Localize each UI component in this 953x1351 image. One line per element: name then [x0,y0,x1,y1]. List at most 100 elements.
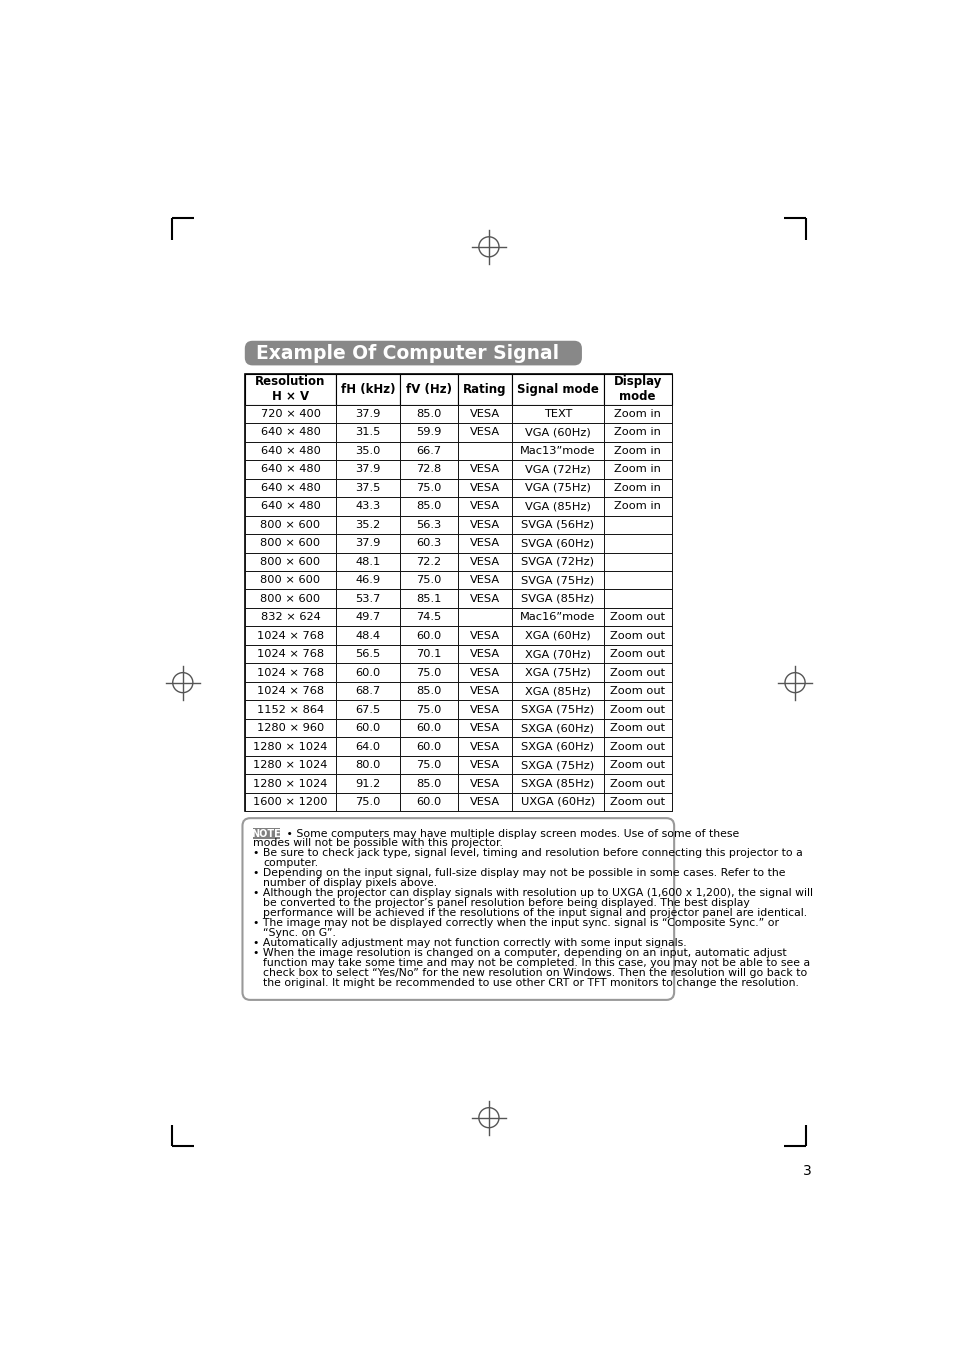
Text: 720 × 400: 720 × 400 [260,409,320,419]
Bar [335,700,399,719]
Bar [335,374,399,405]
Text: 48.1: 48.1 [355,557,380,567]
Text: 60.0: 60.0 [416,797,441,807]
Text: • When the image resolution is changed on a computer, depending on an input, aut: • When the image resolution is changed o… [253,948,785,958]
Bar [399,682,457,700]
Text: VESA: VESA [470,797,499,807]
Bar [399,774,457,793]
Bar [512,423,603,442]
Text: 75.0: 75.0 [355,797,380,807]
Bar [399,442,457,461]
Text: VGA (75Hz): VGA (75Hz) [524,482,590,493]
Bar [457,442,512,461]
Text: 640 × 480: 640 × 480 [260,482,320,493]
Bar [512,589,603,608]
Bar [457,405,512,423]
Bar [245,374,335,405]
Text: Zoom out: Zoom out [610,778,664,789]
Bar [512,608,603,627]
Text: Zoom out: Zoom out [610,761,664,770]
Text: TEXT: TEXT [543,409,572,419]
Text: XGA (60Hz): XGA (60Hz) [524,631,590,640]
Bar [245,700,335,719]
Text: VESA: VESA [470,465,499,474]
Bar [603,608,671,627]
Text: 72.8: 72.8 [416,465,441,474]
Text: check box to select “Yes/No” for the new resolution on Windows. Then the resolut: check box to select “Yes/No” for the new… [263,969,807,978]
Bar [603,461,671,478]
Bar [457,719,512,738]
Bar [603,738,671,755]
Bar [399,534,457,553]
Text: 800 × 600: 800 × 600 [260,593,320,604]
Bar [335,534,399,553]
Bar [457,682,512,700]
Bar [512,516,603,534]
Text: the original. It might be recommended to use other CRT or TFT monitors to change: the original. It might be recommended to… [263,978,799,989]
Text: VESA: VESA [470,593,499,604]
Bar [335,497,399,516]
Bar [457,644,512,663]
Text: 59.9: 59.9 [416,427,441,438]
FancyBboxPatch shape [245,340,581,365]
Text: XGA (75Hz): XGA (75Hz) [524,667,590,678]
Bar [335,478,399,497]
Text: • Depending on the input signal, full-size display may not be possible in some c: • Depending on the input signal, full-si… [253,869,784,878]
Text: • Be sure to check jack type, signal level, timing and resolution before connect: • Be sure to check jack type, signal lev… [253,848,801,858]
Bar [603,553,671,571]
Text: Display
mode: Display mode [613,376,661,403]
Bar [399,719,457,738]
Bar [399,423,457,442]
Text: 60.0: 60.0 [355,667,380,678]
Bar [399,571,457,589]
Text: Zoom out: Zoom out [610,648,664,659]
Text: 1024 × 768: 1024 × 768 [256,667,324,678]
Text: VESA: VESA [470,778,499,789]
Bar [512,663,603,682]
Text: Zoom in: Zoom in [614,465,660,474]
Bar [603,497,671,516]
Text: 85.0: 85.0 [416,409,441,419]
Text: number of display pixels above.: number of display pixels above. [263,878,437,888]
Bar [603,423,671,442]
Text: 64.0: 64.0 [355,742,380,751]
Bar [603,534,671,553]
Text: 1600 × 1200: 1600 × 1200 [253,797,328,807]
Text: Zoom in: Zoom in [614,482,660,493]
Text: 60.3: 60.3 [416,538,441,549]
Bar [245,774,335,793]
Text: • Although the projector can display signals with resolution up to UXGA (1,600 x: • Although the projector can display sig… [253,888,812,898]
Bar [335,608,399,627]
Bar [457,478,512,497]
Bar [399,663,457,682]
Text: fV (Hz): fV (Hz) [405,382,452,396]
Text: 75.0: 75.0 [416,761,441,770]
Text: VGA (72Hz): VGA (72Hz) [524,465,590,474]
Bar [399,627,457,644]
Text: VESA: VESA [470,705,499,715]
Text: 66.7: 66.7 [416,446,441,455]
Text: VESA: VESA [470,557,499,567]
Text: 72.2: 72.2 [416,557,441,567]
Bar [335,516,399,534]
Text: VGA (60Hz): VGA (60Hz) [524,427,590,438]
Text: 1280 × 960: 1280 × 960 [256,723,324,734]
Text: 1024 × 768: 1024 × 768 [256,648,324,659]
Bar [603,571,671,589]
Bar [512,682,603,700]
Text: 43.3: 43.3 [355,501,380,511]
FancyBboxPatch shape [242,819,674,1000]
Text: Zoom out: Zoom out [610,705,664,715]
Text: SVGA (75Hz): SVGA (75Hz) [520,576,594,585]
Bar [245,755,335,774]
Bar [457,534,512,553]
Text: VESA: VESA [470,723,499,734]
Bar [399,589,457,608]
Bar [335,405,399,423]
Text: 640 × 480: 640 × 480 [260,501,320,511]
Text: SXGA (85Hz): SXGA (85Hz) [520,778,594,789]
Text: VESA: VESA [470,667,499,678]
Bar [457,700,512,719]
Text: 37.5: 37.5 [355,482,380,493]
Bar [603,682,671,700]
